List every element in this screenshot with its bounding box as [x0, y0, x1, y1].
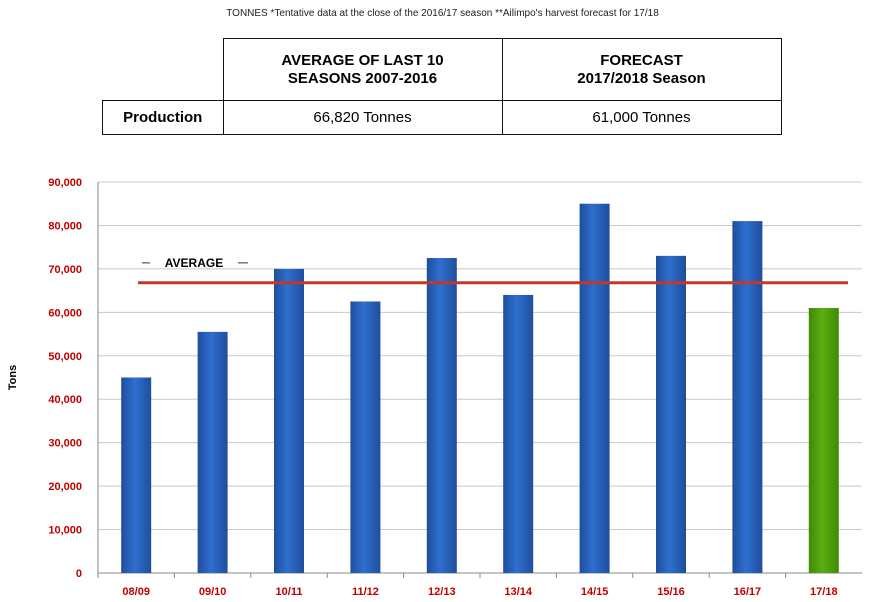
y-axis-title: Tons — [7, 365, 19, 390]
x-tick-label: 13/14 — [504, 586, 532, 598]
header-average-text: AVERAGE OF LAST 10 SEASONS 2007-2016 — [281, 51, 444, 87]
bar-15-16 — [656, 255, 686, 573]
bar-14-15 — [579, 203, 610, 573]
x-tick-label: 09/10 — [199, 586, 227, 598]
bar-11-12 — [350, 301, 381, 573]
bar-13-14 — [503, 294, 534, 573]
header-forecast-text: FORECAST 2017/2018 Season — [577, 51, 706, 87]
bar-08-09 — [121, 377, 152, 573]
y-tick-label: 40,000 — [48, 394, 82, 406]
x-tick-label: 15/16 — [657, 586, 685, 598]
x-tick-label: 14/15 — [581, 586, 609, 598]
bar-09-10 — [197, 331, 228, 573]
average-label: AVERAGE — [165, 256, 223, 270]
y-tick-label: 70,000 — [48, 264, 82, 276]
x-tick-label: 11/12 — [352, 586, 379, 598]
value-average: 66,820 Tonnes — [222, 100, 503, 135]
y-tick-label: 90,000 — [48, 177, 82, 189]
bar-16-17 — [732, 221, 763, 573]
table-note: TONNES *Tentative data at the close of t… — [226, 8, 659, 19]
x-tick-label: 08/09 — [122, 586, 150, 598]
row-label-production: Production — [102, 100, 224, 135]
y-tick-label: 80,000 — [48, 220, 82, 232]
bar-10-11 — [274, 268, 304, 573]
production-summary-table: AVERAGE OF LAST 10 SEASONS 2007-2016 FOR… — [102, 38, 782, 135]
y-tick-label: 30,000 — [48, 438, 82, 450]
x-tick-label: 16/17 — [734, 586, 762, 598]
x-tick-label: 17/18 — [810, 586, 838, 598]
y-tick-label: 0 — [76, 568, 82, 580]
y-tick-label: 50,000 — [48, 351, 82, 363]
header-average: AVERAGE OF LAST 10 SEASONS 2007-2016 — [222, 38, 503, 101]
value-forecast: 61,000 Tonnes — [501, 100, 782, 135]
header-forecast: FORECAST 2017/2018 Season — [501, 38, 782, 101]
bar-17-18 — [808, 307, 839, 573]
bar-12-13 — [426, 258, 457, 573]
x-tick-label: 10/11 — [276, 586, 303, 598]
x-tick-label: 12/13 — [428, 586, 456, 598]
table-corner — [102, 38, 224, 101]
y-tick-label: 20,000 — [48, 481, 82, 493]
y-tick-label: 60,000 — [48, 307, 82, 319]
production-bar-chart: 0 10,000 20,000 30,000 40,000 50,000 60,000 70,… — [7, 177, 862, 598]
y-tick-label: 10,000 — [48, 525, 82, 537]
